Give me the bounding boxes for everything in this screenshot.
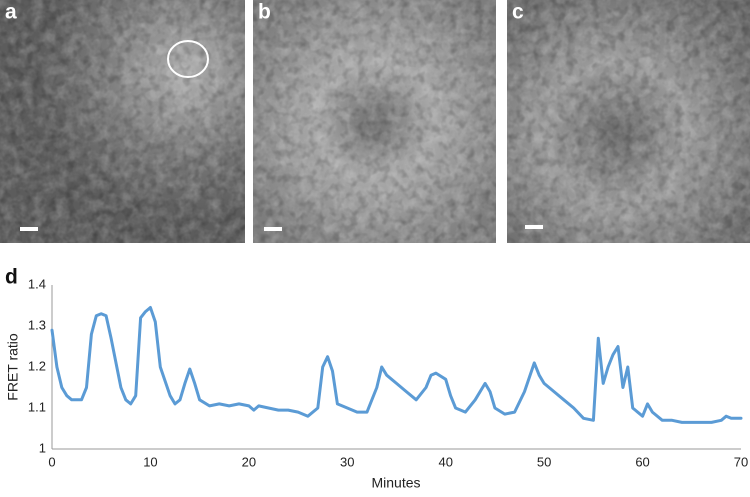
panel-label: d (5, 266, 18, 289)
y-tick-label: 1.2 (28, 358, 46, 373)
panel-b: b (253, 0, 496, 243)
panel-a: a (0, 0, 245, 243)
x-tick-label: 40 (438, 454, 452, 469)
y-axis-label: FRET ratio (5, 333, 21, 401)
y-tick-label: 1.3 (28, 317, 46, 332)
y-tick-label: 1.1 (28, 399, 46, 414)
panel-c: c (507, 0, 750, 243)
y-tick-label: 1.4 (28, 276, 46, 291)
x-tick-label: 30 (340, 454, 354, 469)
x-tick-label: 60 (635, 454, 649, 469)
x-tick-label: 0 (48, 454, 55, 469)
x-tick-label: 20 (242, 454, 256, 469)
data-line (50, 306, 743, 424)
panel-label: b (258, 1, 271, 24)
panel-label: c (512, 1, 524, 24)
panel-label: a (5, 1, 17, 24)
x-tick-label: 70 (734, 454, 748, 469)
x-axis-label: Minutes (371, 475, 420, 491)
x-tick-label: 10 (143, 454, 157, 469)
chart: Minutes FRET ratio 1 1.1 1.2 1.3 1.4 0 10 20 30 4… (5, 276, 749, 490)
y-tick-label: 1 (39, 440, 46, 455)
x-tick-label: 50 (537, 454, 551, 469)
